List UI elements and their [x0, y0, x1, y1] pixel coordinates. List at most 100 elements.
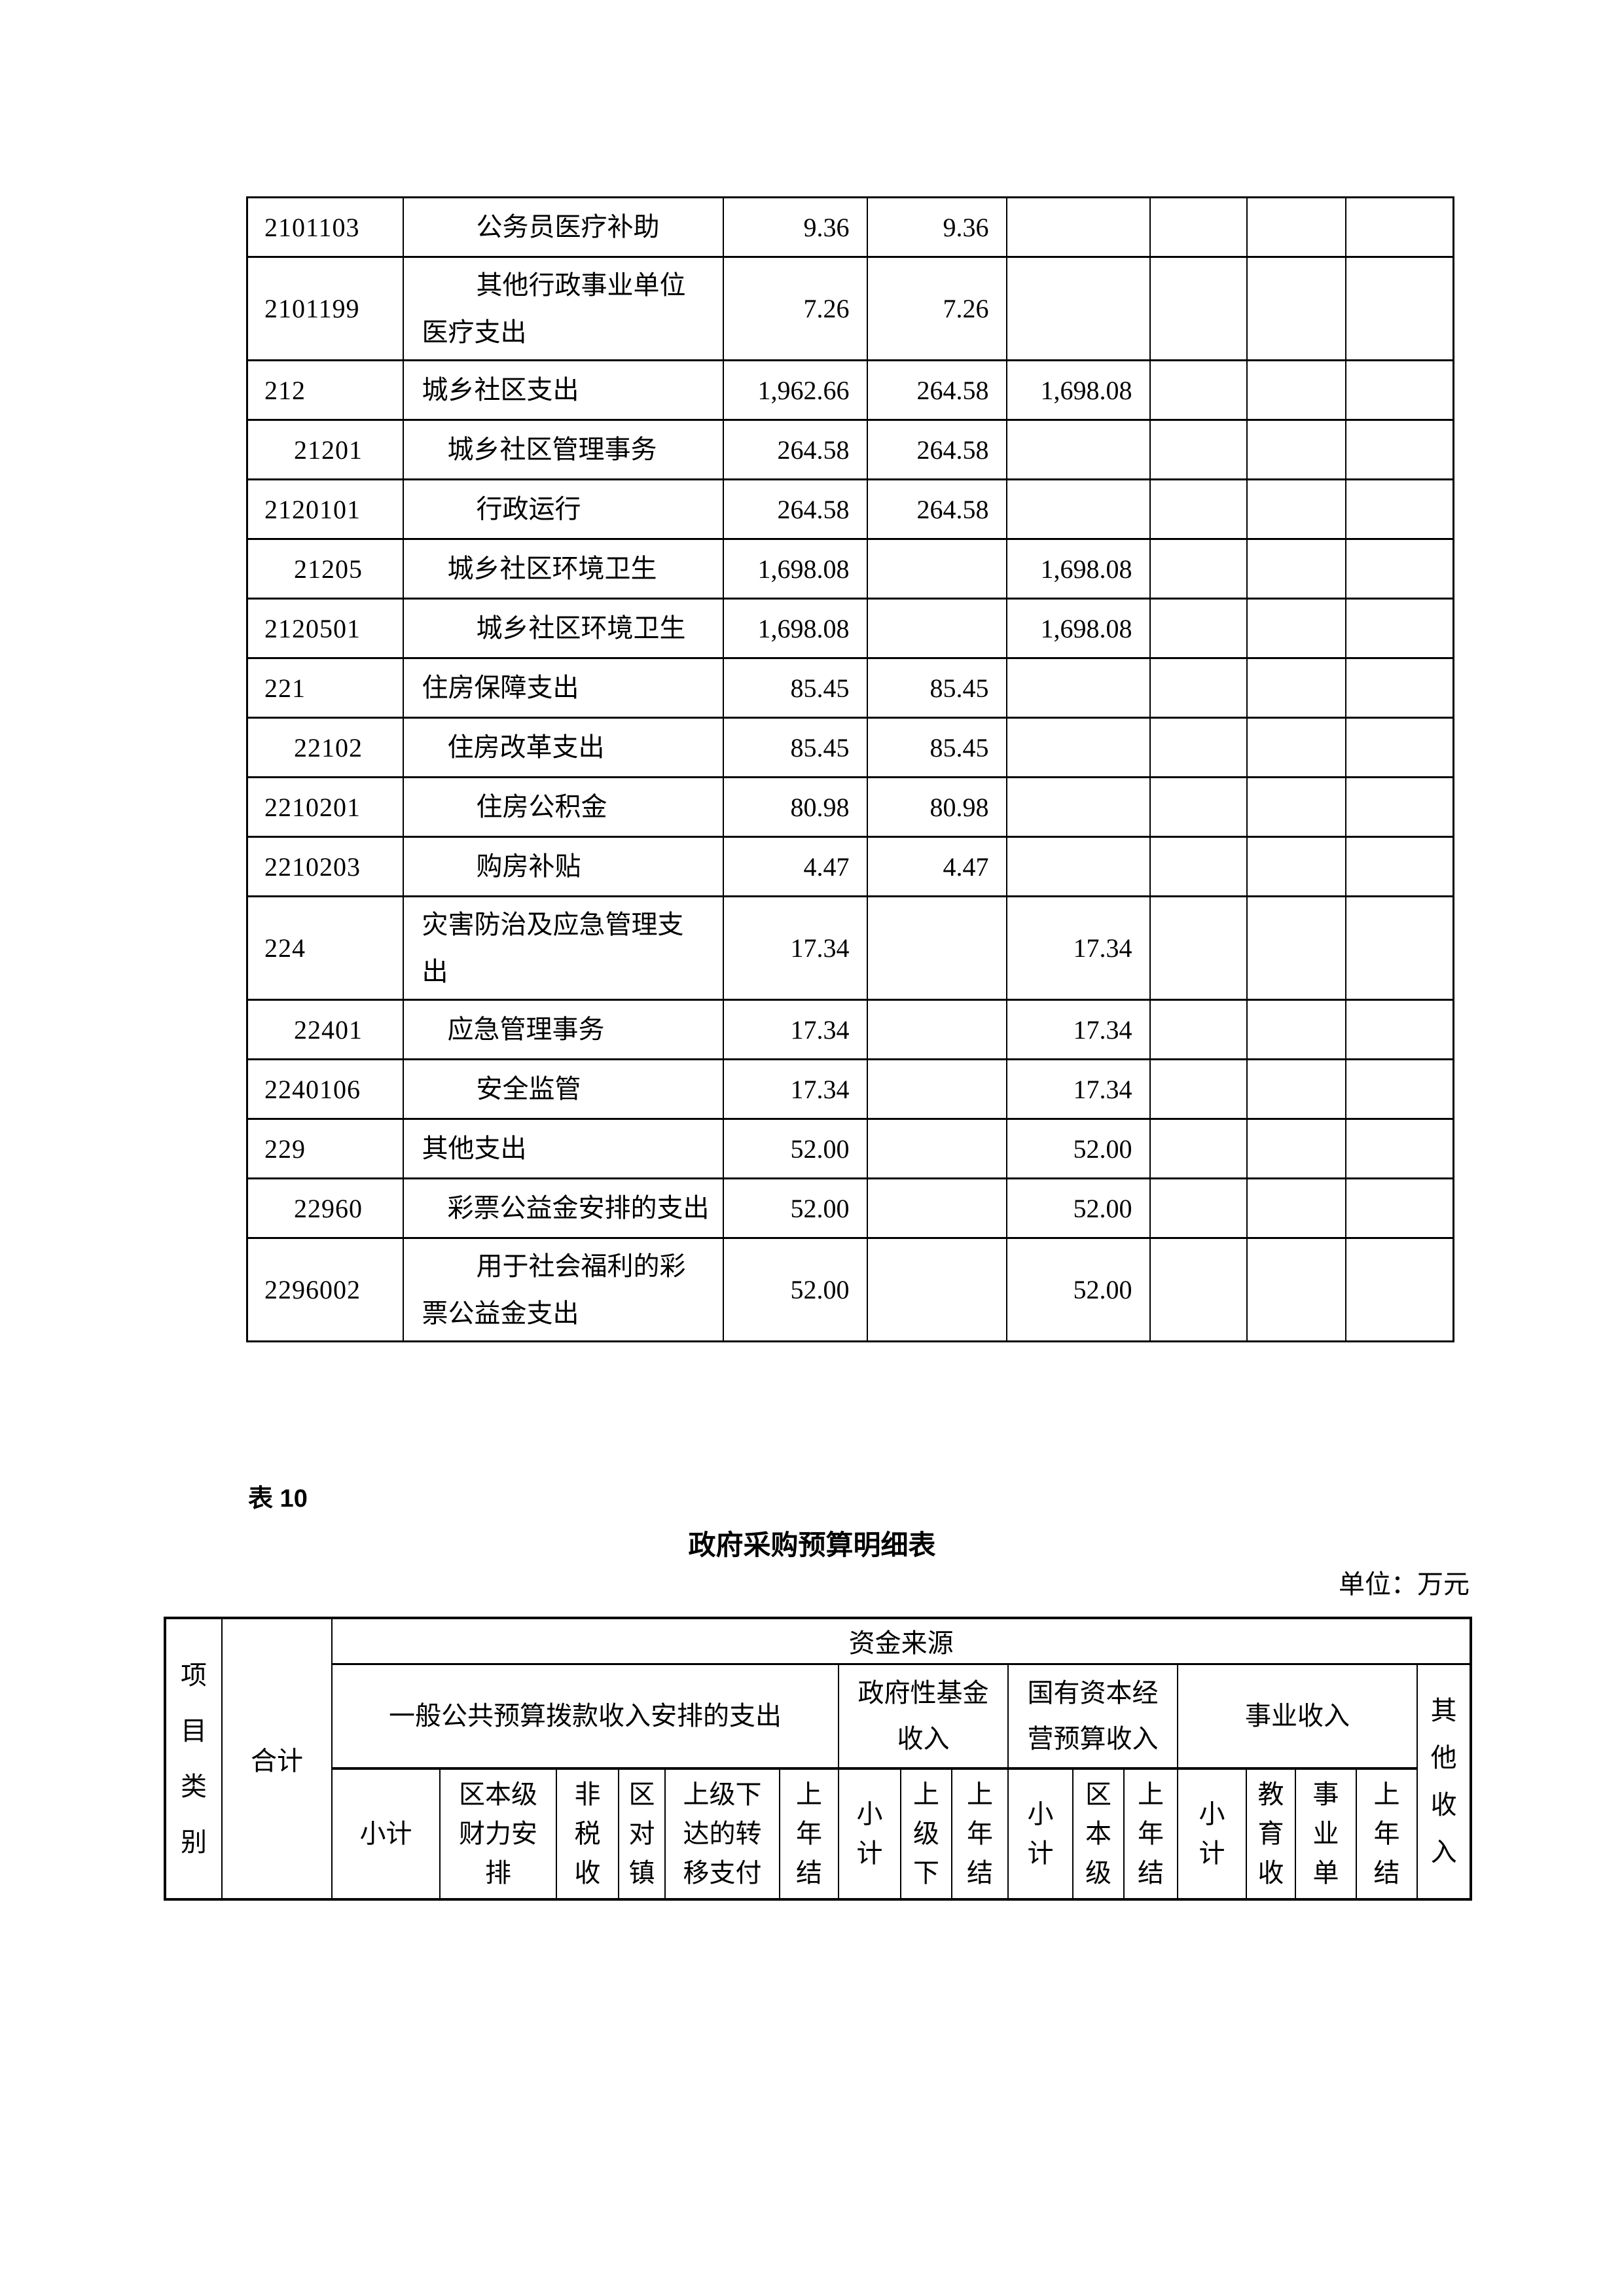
amount-cell: 52.00 — [722, 1237, 868, 1342]
code-cell: 2101103 — [246, 196, 404, 258]
amount-cell: 80.98 — [722, 776, 868, 838]
amount-cell: 17.34 — [1005, 1058, 1151, 1120]
amount-cell — [1246, 1177, 1346, 1239]
amount-cell — [1246, 538, 1346, 600]
amount-cell — [1344, 776, 1454, 838]
amount-cell — [1246, 1118, 1346, 1179]
amount-cell — [1344, 836, 1454, 897]
table-row: 21201 城乡社区管理事务 264.58 264.58 — [246, 419, 1454, 480]
amount-cell — [1005, 657, 1151, 719]
amount-cell — [1149, 478, 1248, 540]
amount-cell — [866, 538, 1007, 600]
table-row: 221 住房保障支出 85.45 85.45 — [246, 657, 1454, 719]
amount-cell: 52.00 — [722, 1177, 868, 1239]
amount-cell — [1005, 478, 1151, 540]
header-row-3: 小计 区本级 财力安 排 非 税 收 区 对 镇 上级下 达的转 移支付 上 年… — [165, 1768, 1471, 1901]
code-cell: 2210201 — [246, 776, 404, 838]
header-row-1: 项 目 类 别 合计 资金来源 — [164, 1617, 1472, 1901]
name-cell: 其他行政事业单位 医疗支出 — [402, 256, 724, 361]
name-cell: 城乡社区环境卫生 — [402, 598, 724, 659]
amount-cell: 9.36 — [722, 196, 868, 258]
amount-cell — [1344, 1058, 1454, 1120]
name-cell: 灾害防治及应急管理支 出 — [402, 895, 724, 1001]
table-row: 2296002 用于社会福利的彩 票公益金支出 52.00 52.00 — [246, 1237, 1454, 1342]
amount-cell — [1246, 256, 1346, 361]
budget-detail-table: 2101103 公务员医疗补助 9.36 9.36 2101199 其他行政事业单位 医疗… — [246, 196, 1454, 1342]
header-group-government-fund: 政府性基金 收入 — [838, 1663, 1009, 1770]
amount-cell: 85.45 — [722, 657, 868, 719]
name-cell: 安全监管 — [402, 1058, 724, 1120]
subheader-institution-unit: 事 业 单 — [1295, 1768, 1357, 1901]
amount-cell — [1149, 657, 1248, 719]
table-row: 2101103 公务员医疗补助 9.36 9.36 — [246, 196, 1454, 258]
amount-cell — [1246, 359, 1346, 421]
amount-cell — [866, 895, 1007, 1001]
table-row: 2120101 行政运行 264.58 264.58 — [246, 478, 1454, 540]
amount-cell — [1344, 538, 1454, 600]
subheader-carryover-4: 上 年 结 — [1356, 1768, 1418, 1901]
subheader-carryover-1: 上 年 结 — [779, 1768, 839, 1901]
budget-table-body: 2101103 公务员医疗补助 9.36 9.36 2101199 其他行政事业单位 医疗… — [246, 196, 1454, 1342]
amount-cell — [1246, 196, 1346, 258]
code-cell: 2210203 — [246, 836, 404, 897]
amount-cell — [1246, 895, 1346, 1001]
amount-cell — [1149, 256, 1248, 361]
header-row-2: 一般公共预算拨款收入安排的支出 政府性基金 收入 国有资本经 营预算收入 事业收… — [165, 1663, 1472, 1901]
amount-cell: 264.58 — [722, 478, 868, 540]
subheader-subtotal-2: 小 计 — [838, 1768, 901, 1901]
amount-cell — [1149, 776, 1248, 838]
name-cell: 公务员医疗补助 — [402, 196, 724, 258]
subheader-carryover-3: 上 年 结 — [1123, 1768, 1178, 1901]
amount-cell — [1246, 478, 1346, 540]
header-group-general-public-budget: 一般公共预算拨款收入安排的支出 — [331, 1663, 839, 1770]
amount-cell — [1149, 999, 1248, 1060]
amount-cell — [1344, 196, 1454, 258]
table-row: 22102 住房改革支出 85.45 85.45 — [246, 717, 1454, 778]
table-row: 2210203 购房补贴 4.47 4.47 — [246, 836, 1454, 897]
amount-cell: 1,962.66 — [722, 359, 868, 421]
header-other-income: 其 他 收 入 — [1416, 1663, 1472, 1901]
amount-cell — [1344, 999, 1454, 1060]
amount-cell: 264.58 — [722, 419, 868, 480]
table-row: 2210201 住房公积金 80.98 80.98 — [246, 776, 1454, 838]
code-cell: 22102 — [246, 717, 404, 778]
amount-cell — [1344, 1237, 1454, 1342]
amount-cell: 17.34 — [1005, 895, 1151, 1001]
amount-cell — [1149, 359, 1248, 421]
table-row: 22960 彩票公益金安排的支出 52.00 52.00 — [246, 1177, 1454, 1239]
amount-cell: 17.34 — [722, 895, 868, 1001]
amount-cell: 7.26 — [722, 256, 868, 361]
subheader-education-income: 教 育 收 — [1246, 1768, 1296, 1901]
amount-cell — [1005, 256, 1151, 361]
amount-cell — [1005, 776, 1151, 838]
amount-cell: 52.00 — [1005, 1118, 1151, 1179]
amount-cell — [1149, 717, 1248, 778]
amount-cell — [1344, 419, 1454, 480]
code-cell: 21205 — [246, 538, 404, 600]
amount-cell: 4.47 — [722, 836, 868, 897]
code-cell: 21201 — [246, 419, 404, 480]
amount-cell — [1005, 836, 1151, 897]
amount-cell: 85.45 — [866, 717, 1007, 778]
table-row: 22401 应急管理事务 17.34 17.34 — [246, 999, 1454, 1060]
table-row: 2240106 安全监管 17.34 17.34 — [246, 1058, 1454, 1120]
name-cell: 行政运行 — [402, 478, 724, 540]
amount-cell — [1149, 1058, 1248, 1120]
name-cell: 应急管理事务 — [402, 999, 724, 1060]
name-cell: 城乡社区支出 — [402, 359, 724, 421]
name-cell: 住房改革支出 — [402, 717, 724, 778]
name-cell: 住房公积金 — [402, 776, 724, 838]
amount-cell — [1005, 717, 1151, 778]
amount-cell — [1246, 776, 1346, 838]
amount-cell — [1149, 598, 1248, 659]
amount-cell — [1246, 1237, 1346, 1342]
amount-cell — [1149, 419, 1248, 480]
amount-cell: 264.58 — [866, 478, 1007, 540]
amount-cell — [1149, 1177, 1248, 1239]
table10-title: 政府采购预算明细表 — [688, 1530, 936, 1560]
table-row: 212 城乡社区支出 1,962.66 264.58 1,698.08 — [246, 359, 1454, 421]
amount-cell: 9.36 — [866, 196, 1007, 258]
amount-cell — [1246, 1058, 1346, 1120]
amount-cell — [1149, 538, 1248, 600]
amount-cell — [1246, 598, 1346, 659]
